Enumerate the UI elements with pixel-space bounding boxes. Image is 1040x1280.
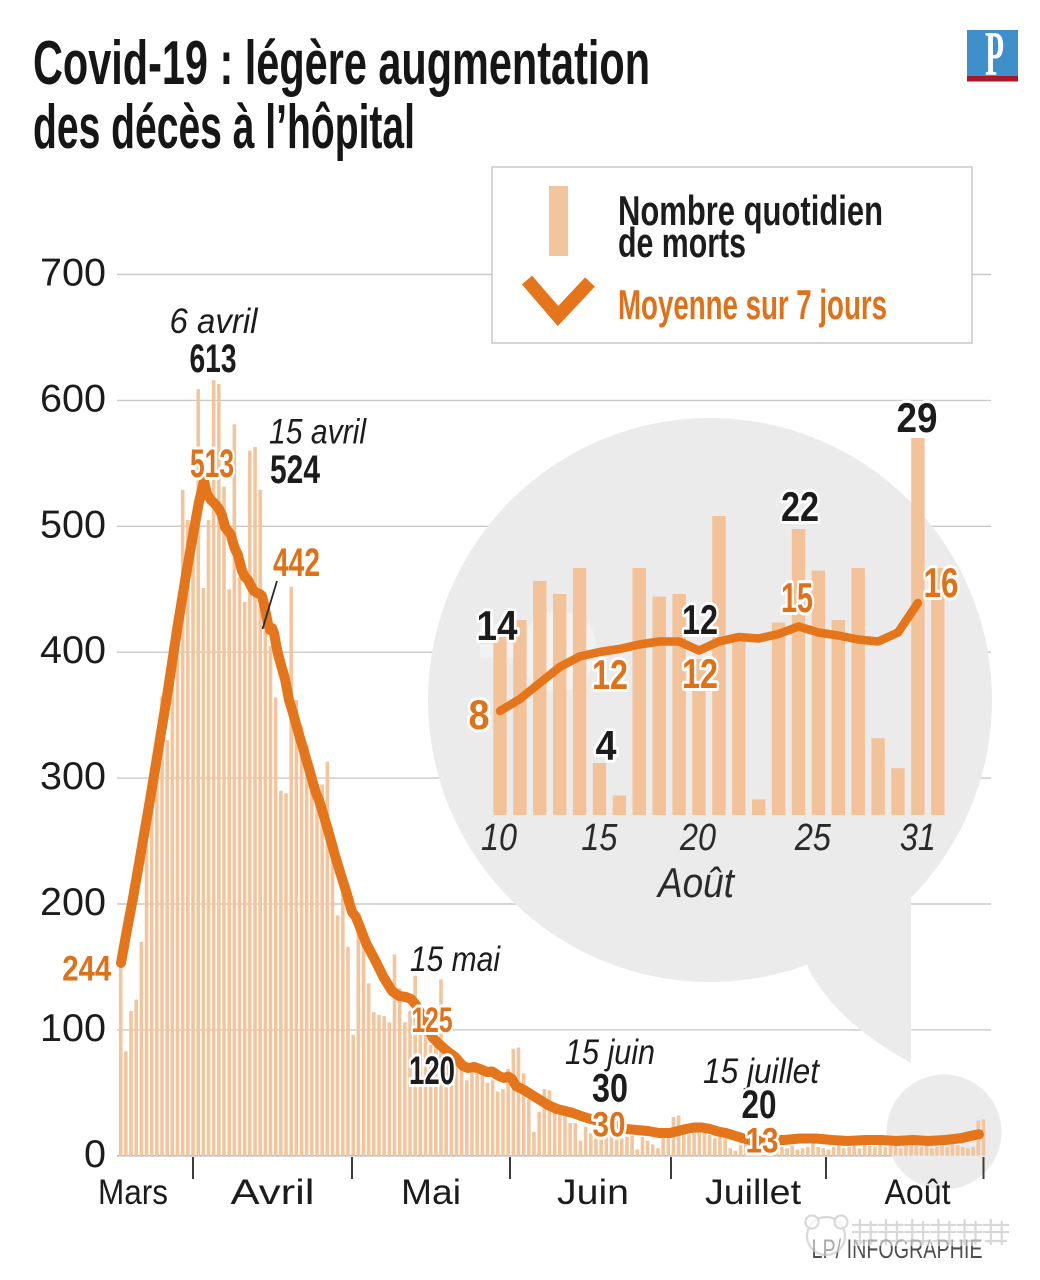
- svg-text:613: 613: [190, 337, 237, 381]
- svg-text:15 juin: 15 juin: [565, 1033, 655, 1072]
- svg-text:244: 244: [62, 950, 111, 989]
- svg-text:25: 25: [794, 817, 832, 859]
- svg-text:Juin: Juin: [557, 1173, 629, 1212]
- svg-text:29: 29: [897, 394, 938, 441]
- svg-text:de morts: de morts: [618, 219, 746, 266]
- svg-text:400: 400: [40, 629, 106, 672]
- svg-text:200: 200: [40, 881, 106, 924]
- svg-text:16: 16: [924, 559, 959, 606]
- svg-text:Moyenne sur 7 jours: Moyenne sur 7 jours: [618, 281, 887, 328]
- svg-text:Août: Août: [885, 1173, 951, 1212]
- svg-text:300: 300: [40, 755, 106, 798]
- svg-text:524: 524: [270, 448, 321, 492]
- svg-text:22: 22: [781, 483, 819, 530]
- svg-text:15: 15: [781, 574, 813, 621]
- svg-text:125: 125: [412, 1001, 453, 1040]
- svg-text:13: 13: [746, 1122, 779, 1161]
- svg-text:Nombre quotidien: Nombre quotidien: [618, 187, 883, 234]
- svg-text:20: 20: [742, 1083, 777, 1127]
- svg-text:Avril: Avril: [231, 1173, 315, 1212]
- svg-text:20: 20: [679, 817, 716, 859]
- svg-text:30: 30: [592, 1067, 628, 1111]
- svg-text:100: 100: [40, 1007, 106, 1050]
- svg-text:14: 14: [477, 602, 519, 649]
- svg-text:0: 0: [84, 1133, 106, 1176]
- svg-text:15 mai: 15 mai: [410, 940, 501, 979]
- svg-text:Mai: Mai: [401, 1173, 461, 1212]
- svg-text:442: 442: [273, 541, 320, 585]
- svg-text:6 avril: 6 avril: [170, 302, 259, 341]
- svg-text:15 juillet: 15 juillet: [703, 1052, 820, 1091]
- svg-text:12: 12: [592, 651, 628, 698]
- svg-text:4: 4: [596, 722, 618, 769]
- svg-text:Covid-19 : légère augmentation: Covid-19 : légère augmentation: [33, 29, 650, 98]
- svg-text:12: 12: [682, 596, 718, 643]
- svg-text:Juillet: Juillet: [705, 1173, 801, 1212]
- svg-text:600: 600: [40, 377, 106, 420]
- svg-text:P: P: [985, 19, 1004, 89]
- svg-text:Août: Août: [655, 859, 736, 906]
- svg-text:10: 10: [481, 817, 517, 859]
- svg-text:15: 15: [581, 817, 618, 859]
- svg-text:120: 120: [409, 1049, 455, 1093]
- svg-text:500: 500: [40, 503, 106, 546]
- svg-text:31: 31: [900, 817, 936, 859]
- svg-text:513: 513: [190, 442, 234, 486]
- svg-text:des décès à l’hôpital: des décès à l’hôpital: [33, 93, 415, 162]
- svg-text:Mars: Mars: [98, 1173, 168, 1212]
- svg-text:700: 700: [40, 252, 106, 295]
- svg-text:12: 12: [682, 650, 718, 697]
- svg-text:8: 8: [469, 691, 490, 738]
- svg-text:30: 30: [593, 1106, 626, 1145]
- svg-text:15 avril: 15 avril: [269, 413, 367, 452]
